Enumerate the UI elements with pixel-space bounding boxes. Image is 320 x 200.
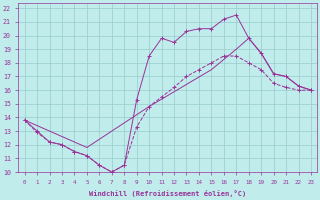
X-axis label: Windchill (Refroidissement éolien,°C): Windchill (Refroidissement éolien,°C) xyxy=(89,190,246,197)
